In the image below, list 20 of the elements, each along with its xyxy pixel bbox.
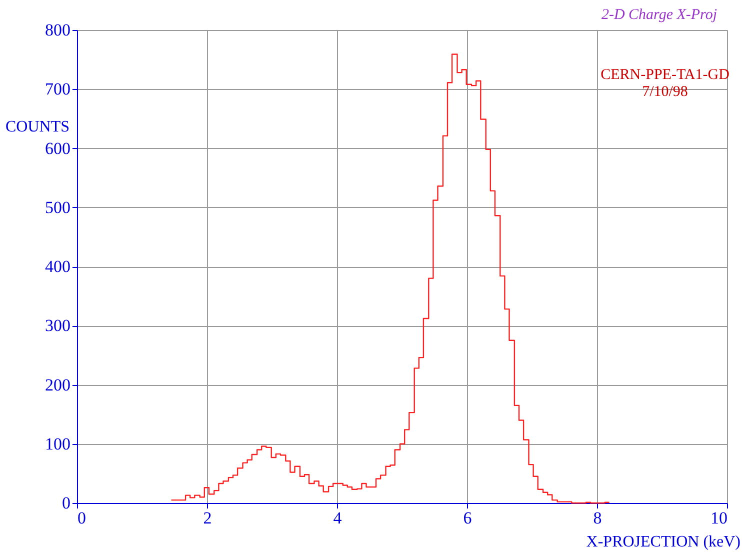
x-tick-label: 10 <box>710 508 728 528</box>
x-tick-label: 2 <box>203 508 212 528</box>
y-tick-label: 300 <box>45 316 70 336</box>
x-axis-title: X-PROJECTION (keV) <box>586 534 740 550</box>
y-tick-label: 0 <box>62 494 70 512</box>
x-tick-label: 4 <box>333 508 342 528</box>
x-tick-label: 8 <box>593 508 602 528</box>
x-tick-label: 6 <box>463 508 472 528</box>
y-tick-label: 800 <box>45 20 70 40</box>
y-tick-label: 600 <box>45 138 70 158</box>
annotation: 7/10/98 <box>642 84 688 100</box>
y-tick-label: 200 <box>45 375 70 394</box>
x-tick-label: 0 <box>78 508 86 528</box>
y-tick-label: 700 <box>45 80 70 99</box>
chart-title: 2-D Charge X-Proj <box>601 7 717 23</box>
y-tick-label: 400 <box>45 257 70 276</box>
annotation: CERN-PPE-TA1-GD <box>600 67 730 83</box>
y-tick-label: 100 <box>45 434 70 454</box>
y-tick-label: 500 <box>45 198 70 217</box>
y-axis-title: COUNTS <box>5 118 70 136</box>
